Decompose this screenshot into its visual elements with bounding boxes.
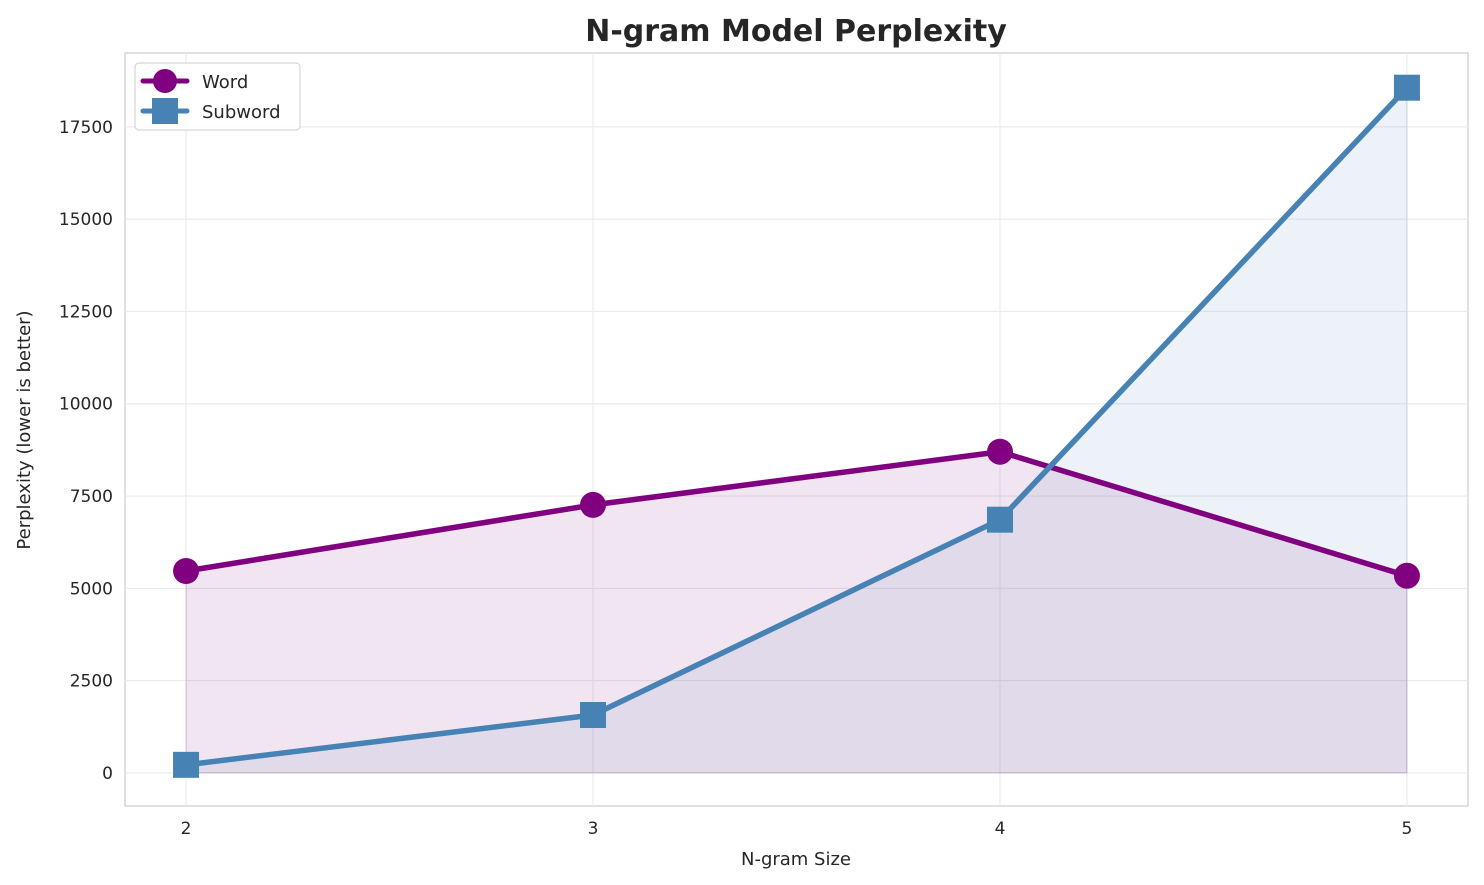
line-word bbox=[185, 448, 1408, 579]
x-tick-label: 5 bbox=[1402, 819, 1413, 839]
y-tick-label: 2500 bbox=[70, 672, 113, 692]
point-subword bbox=[580, 701, 607, 728]
chart-title: N-gram Model Perplexity bbox=[585, 14, 1007, 49]
y-tick-label: 15000 bbox=[59, 210, 113, 230]
legend-word-label: Word bbox=[202, 72, 248, 93]
x-tick-label: 2 bbox=[181, 819, 192, 839]
point-word bbox=[1393, 562, 1420, 589]
x-ticks: 2 3 4 5 bbox=[181, 819, 1413, 839]
grid bbox=[125, 53, 1468, 806]
y-tick-label: 5000 bbox=[70, 579, 113, 599]
point-word bbox=[580, 491, 607, 518]
y-tick-label: 10000 bbox=[59, 395, 113, 415]
legend: Word Subword bbox=[134, 62, 301, 131]
point-subword bbox=[1393, 74, 1420, 101]
x-tick-label: 4 bbox=[995, 819, 1006, 839]
legend-subword-label: Subword bbox=[202, 102, 281, 123]
series-lines bbox=[173, 74, 1420, 778]
x-tick-label: 3 bbox=[588, 819, 599, 839]
x-axis-label: N-gram Size bbox=[741, 849, 851, 870]
y-tick-label: 7500 bbox=[70, 487, 113, 507]
y-ticks: 0 2500 5000 7500 10000 12500 15000 17500 bbox=[59, 118, 113, 784]
point-word bbox=[986, 438, 1013, 465]
legend-word-marker bbox=[153, 69, 177, 93]
y-tick-label: 0 bbox=[102, 764, 113, 784]
y-axis-label: Perplexity (lower is better) bbox=[14, 310, 35, 549]
y-tick-label: 17500 bbox=[59, 118, 113, 138]
y-tick-label: 12500 bbox=[59, 302, 113, 322]
legend-subword-marker bbox=[152, 98, 178, 124]
point-subword bbox=[173, 751, 200, 778]
point-subword bbox=[986, 506, 1013, 533]
point-word bbox=[173, 557, 200, 584]
line-subword bbox=[185, 85, 1409, 768]
